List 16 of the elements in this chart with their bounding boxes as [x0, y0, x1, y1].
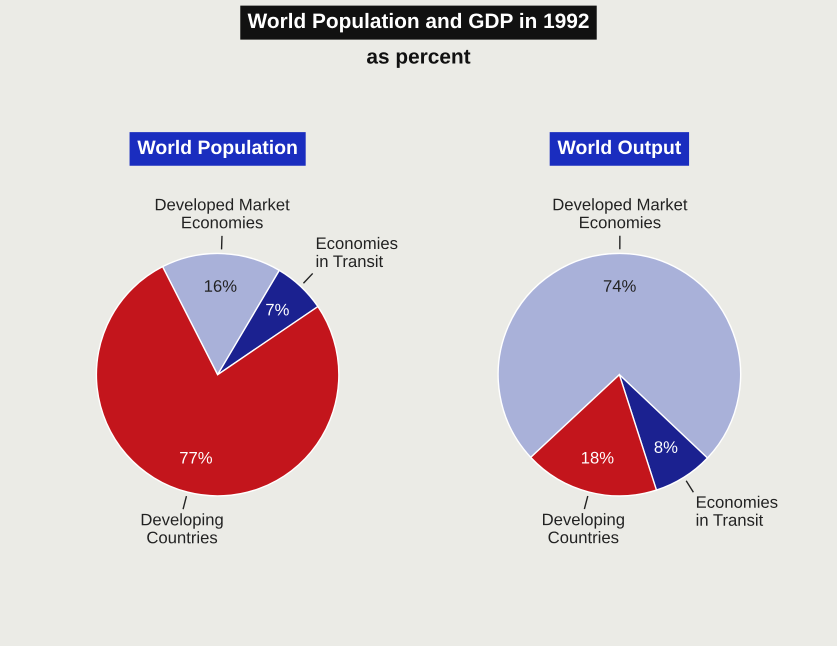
slice-label: Economies in Transit [316, 236, 398, 268]
slice-label: Developing Countries [142, 513, 223, 544]
slice-label: Developing Countries [543, 513, 624, 544]
data-label: 74% [604, 280, 636, 292]
chart-title: World Population [137, 140, 297, 158]
data-label: 18% [582, 452, 614, 464]
slice-label: Economies in Transit [696, 496, 778, 526]
text: World Population and GDP in 1992 [248, 12, 589, 32]
slice-label: Developed Market Economies [156, 198, 290, 228]
data-label: 77% [180, 452, 212, 464]
data-label: 7% [266, 304, 289, 316]
chart-title: World Output [557, 140, 682, 158]
text: as percent [367, 50, 470, 68]
data-label: 16% [204, 280, 236, 292]
data-label: 8% [654, 441, 678, 454]
slice-label: Developed Market Economies [554, 198, 688, 228]
